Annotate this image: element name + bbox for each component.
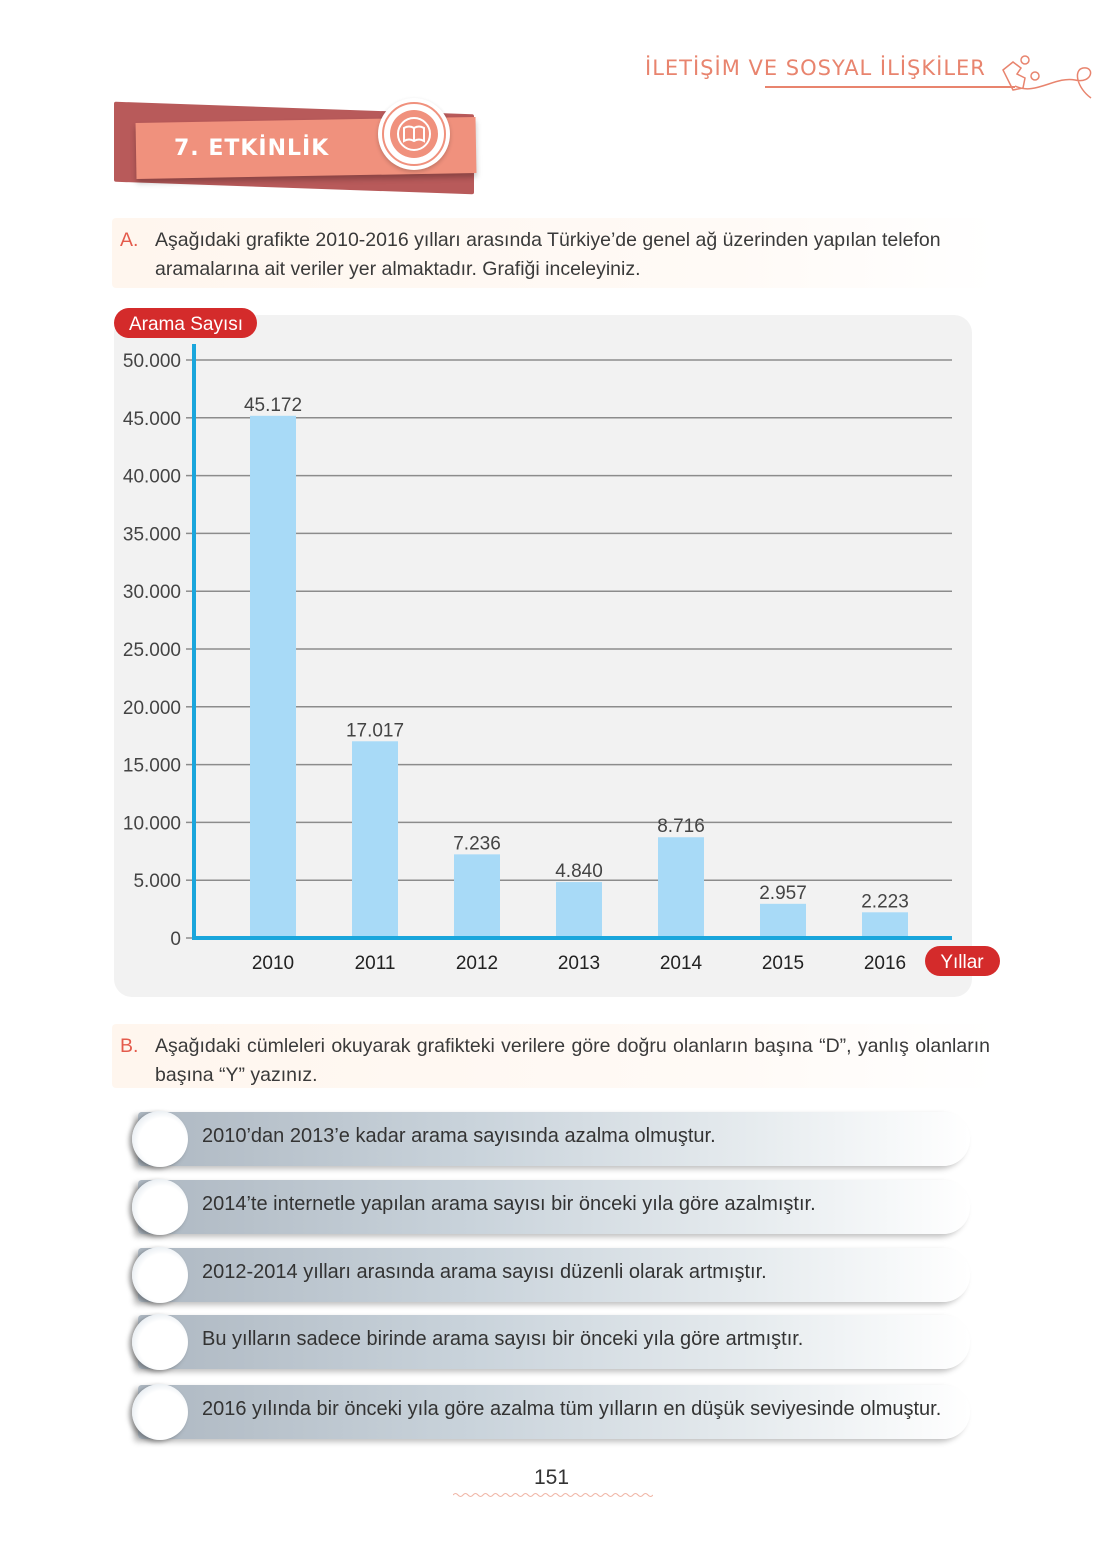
data-label: 8.716 (657, 816, 705, 837)
statement-text: 2016 yılında bir önceki yıla göre azalma… (202, 1398, 942, 1420)
statement-bar (138, 1248, 970, 1302)
data-label: 2.223 (861, 891, 909, 912)
statement-row: 2010’dan 2013’e kadar arama sayısında az… (118, 1110, 970, 1168)
statement-text: 2012-2014 yılları arasında arama sayısı … (202, 1261, 767, 1283)
activity-title: 7. ETKİNLİK (174, 136, 330, 161)
statement-row: 2016 yılında bir önceki yıla göre azalma… (118, 1383, 970, 1441)
statement-bar (138, 1385, 970, 1439)
section-b-label: B. (120, 1035, 139, 1057)
data-label: 2.957 (759, 883, 807, 904)
x-tick-label: 2013 (558, 953, 600, 974)
y-tick-label: 45.000 (123, 409, 181, 430)
y-tick-label: 0 (170, 929, 181, 950)
bar (862, 912, 908, 938)
section-a-text: Aşağıdaki grafikte 2010-2016 yılları ara… (155, 229, 941, 280)
bar (760, 903, 806, 938)
puzzle-swirl-icon (1002, 55, 1092, 99)
statement-text: 2014’te internetle yapılan arama sayısı … (202, 1193, 816, 1215)
open-book-icon (378, 98, 450, 170)
bar (352, 741, 398, 938)
answer-circle[interactable] (132, 1179, 188, 1235)
answer-circle[interactable] (132, 1247, 188, 1303)
statement-bar (138, 1180, 970, 1234)
section-a-label: A. (120, 229, 139, 251)
y-tick-label: 40.000 (123, 467, 181, 488)
y-axis-badge (114, 308, 257, 338)
activity-banner: 7. ETKİNLİK (110, 98, 490, 200)
y-tick-label: 50.000 (123, 351, 181, 372)
chapter-title: İLETİŞİM VE SOSYAL İLİŞKİLER (645, 56, 986, 80)
x-axis-label: Yıllar (940, 952, 984, 973)
statement-bar (138, 1315, 970, 1369)
bar (250, 415, 296, 939)
section-b-instruction: B. Aşağıdaki cümleleri okuyarak grafikte… (112, 1024, 996, 1088)
answer-circle[interactable] (132, 1314, 188, 1370)
y-tick-label: 35.000 (123, 524, 181, 545)
y-tick-label: 30.000 (123, 582, 181, 603)
page-number: 151 (534, 1466, 570, 1489)
data-label: 7.236 (453, 833, 501, 854)
x-tick-label: 2012 (456, 953, 498, 974)
statement-bar (138, 1112, 970, 1166)
bar-chart: 0 5.000 10.000 15.000 20.000 25.000 30.000 35.0… (114, 308, 1000, 976)
section-b-text: Aşağıdaki cümleleri okuyarak grafikteki … (155, 1035, 990, 1086)
y-tick-label: 5.000 (133, 871, 181, 892)
bar (454, 854, 500, 938)
statement-row: 2014’te internetle yapılan arama sayısı … (118, 1178, 970, 1236)
y-tick-label: 25.000 (123, 640, 181, 661)
y-tick-label: 15.000 (123, 756, 181, 777)
statement-text: Bu yılların sadece birinde arama sayısı … (202, 1328, 804, 1350)
chapter-title-underline (765, 86, 1015, 88)
statement-text: 2010’dan 2013’e kadar arama sayısında az… (202, 1125, 716, 1147)
data-label: 45.172 (244, 395, 302, 416)
answer-circle[interactable] (132, 1111, 188, 1167)
page-wave-divider (453, 1493, 653, 1497)
data-label: 17.017 (346, 720, 404, 741)
bar (556, 882, 602, 938)
section-a-instruction: A. Aşağıdaki grafikte 2010-2016 yılları … (112, 218, 996, 288)
x-tick-label: 2010 (252, 953, 294, 974)
x-tick-label: 2016 (864, 953, 906, 974)
statement-row: 2012-2014 yılları arasında arama sayısı … (118, 1246, 970, 1304)
answer-circle[interactable] (132, 1384, 188, 1440)
data-label: 4.840 (555, 861, 603, 882)
x-tick-label: 2014 (660, 953, 703, 974)
x-tick-label: 2011 (355, 953, 396, 974)
x-axis-badge (925, 946, 1000, 976)
statement-row: Bu yılların sadece birinde arama sayısı … (118, 1313, 970, 1371)
bar (658, 837, 704, 938)
x-tick-label: 2015 (762, 953, 804, 974)
y-tick-label: 20.000 (123, 698, 181, 719)
y-tick-label: 10.000 (123, 813, 181, 834)
y-axis-label: Arama Sayısı (129, 314, 243, 335)
